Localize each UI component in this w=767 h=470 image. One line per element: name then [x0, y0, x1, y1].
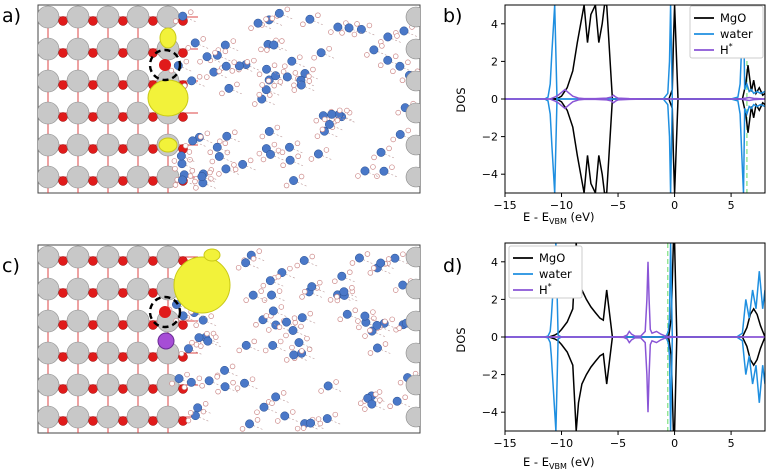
- y-tick-label: 4: [491, 256, 498, 269]
- x-tick-label: −15: [493, 437, 516, 450]
- series-line-water-down: [505, 336, 765, 431]
- legend-entry: water: [720, 27, 753, 41]
- x-axis-label: E - EVBM (eV): [523, 210, 594, 226]
- x-tick-label: −10: [550, 437, 573, 450]
- panel-label-c: c): [2, 255, 20, 277]
- y-tick-label: −4: [482, 168, 498, 181]
- x-tick-label: 0: [671, 199, 678, 212]
- tick-group: −15 −10 −5 0 5 −4 −2 0 2 4: [482, 256, 735, 450]
- series-line-hstar-down: [505, 98, 765, 110]
- x-tick-label: 5: [728, 437, 735, 450]
- y-tick-label: 4: [491, 18, 498, 31]
- dos-chart-d: −15 −10 −5 0 5 −4 −2 0 2 4 E - EVBM (eV) DOS MgO w…: [454, 242, 766, 470]
- series-line-hstar-up: [505, 261, 765, 338]
- panel-label-d: d): [443, 255, 462, 277]
- y-tick-label: −2: [482, 369, 498, 382]
- y-axis-label: DOS: [454, 327, 468, 352]
- series-line-water-up: [505, 243, 765, 338]
- x-tick-label: −5: [610, 199, 626, 212]
- dos-chart-b: −15 −10 −5 0 5 −4 −2 0 2 4 E - EVBM (eV) DOS MgO w…: [454, 4, 766, 226]
- series-line-water-up: [505, 5, 765, 100]
- y-tick-label: −2: [482, 131, 498, 144]
- series-line-mgo-down: [550, 98, 765, 193]
- series-group: [505, 243, 765, 431]
- x-tick-label: −10: [550, 199, 573, 212]
- x-tick-label: −5: [610, 437, 626, 450]
- y-tick-label: 0: [491, 93, 498, 106]
- legend-entry: water: [539, 267, 572, 281]
- structure-image-c: [37, 244, 421, 434]
- y-tick-label: 2: [491, 55, 498, 68]
- y-tick-label: 0: [491, 331, 498, 344]
- x-tick-label: −15: [493, 199, 516, 212]
- highlight-circle: [148, 295, 182, 329]
- x-tick-label: 0: [671, 437, 678, 450]
- tick-group: −15 −10 −5 0 5 −4 −2 0 2 4: [482, 18, 735, 212]
- y-axis-label: DOS: [454, 87, 468, 112]
- panel-label-a: a): [2, 5, 21, 27]
- series-group: [505, 5, 765, 193]
- panel-label-b: b): [443, 5, 462, 27]
- y-tick-label: 2: [491, 293, 498, 306]
- series-line-water-down: [505, 98, 765, 193]
- x-axis-label: E - EVBM (eV): [523, 455, 594, 470]
- x-tick-label: 5: [728, 199, 735, 212]
- legend-entry: H*: [539, 282, 552, 297]
- series-line-mgo-down: [544, 336, 765, 431]
- legend-entry: MgO: [539, 251, 565, 265]
- structure-image-a: [37, 4, 421, 194]
- legend-entry: H*: [720, 42, 733, 57]
- legend-entry: MgO: [720, 11, 746, 25]
- y-tick-label: −4: [482, 406, 498, 419]
- highlight-circle: [148, 48, 182, 82]
- series-line-hstar-up: [505, 88, 765, 100]
- series-line-hstar-down: [505, 336, 765, 413]
